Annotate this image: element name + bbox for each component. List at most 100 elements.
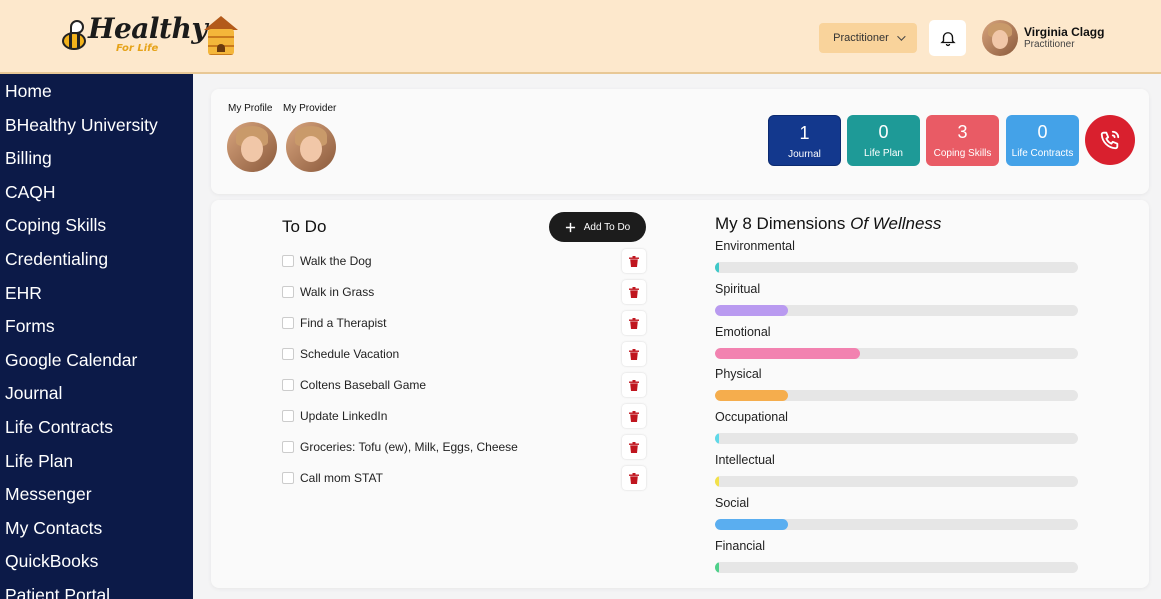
my-provider-avatar[interactable] <box>286 122 336 172</box>
todo-checkbox[interactable] <box>282 410 294 422</box>
notifications-button[interactable] <box>929 20 966 56</box>
life-contracts-count: 0 <box>1037 122 1048 142</box>
todo-checkbox[interactable] <box>282 441 294 453</box>
todo-text: Coltens Baseball Game <box>300 378 427 392</box>
bell-icon <box>939 32 956 47</box>
sidebar-item-bhealthy-university[interactable]: BHealthy University <box>5 114 158 135</box>
add-todo-label: Add To Do <box>583 221 631 233</box>
sidebar-item-my-contacts[interactable]: My Contacts <box>5 517 103 538</box>
logo-subtitle: For Life <box>116 43 159 54</box>
call-button[interactable] <box>1085 115 1135 165</box>
delete-todo-button[interactable] <box>622 280 646 304</box>
dimension-bar-environmental <box>715 262 1078 273</box>
delete-todo-button[interactable] <box>622 404 646 428</box>
profile-stats-card: My Profile My Provider 1 Journal 0 Life … <box>211 89 1149 194</box>
sidebar-item-life-contracts[interactable]: Life Contracts <box>5 416 113 437</box>
todo-item: Schedule Vacation <box>282 342 646 366</box>
sidebar-item-messenger[interactable]: Messenger <box>5 484 92 505</box>
dimension-bar-fill <box>715 433 719 445</box>
dimension-bar-physical <box>715 390 1078 402</box>
main-content-card: To Do Add To Do Walk the Dog Walk in Gra… <box>211 200 1149 588</box>
user-name: Virginia Clagg <box>1024 25 1105 39</box>
life-plan-stat-button[interactable]: 0 Life Plan <box>847 115 920 166</box>
trash-icon <box>629 379 639 391</box>
dimension-bar-social <box>715 518 1078 530</box>
dimension-bar-financial <box>715 561 1078 573</box>
dimension-label-emotional: Emotional <box>715 324 771 339</box>
trash-icon <box>629 410 639 422</box>
sidebar-item-coping-skills[interactable]: Coping Skills <box>5 215 107 236</box>
dimension-label-intellectual: Intellectual <box>715 453 775 467</box>
sidebar-item-ehr[interactable]: EHR <box>5 282 42 303</box>
delete-todo-button[interactable] <box>622 373 646 397</box>
todo-title: To Do <box>282 217 327 236</box>
dimension-label-physical: Physical <box>715 367 762 382</box>
sidebar-item-home[interactable]: Home <box>5 81 52 101</box>
dimension-bar-fill <box>715 390 788 402</box>
sidebar-item-billing[interactable]: Billing <box>5 148 52 169</box>
trash-icon <box>629 317 639 329</box>
dimensions-title: My 8 Dimensions Of Wellness <box>715 214 941 234</box>
plus-icon <box>565 222 575 232</box>
delete-todo-button[interactable] <box>622 249 646 273</box>
life-contracts-stat-label: Life Contracts <box>1011 148 1074 159</box>
sidebar-item-forms[interactable]: Forms <box>5 316 55 337</box>
todo-text: Update LinkedIn <box>300 409 388 423</box>
todo-item: Update LinkedIn <box>282 404 646 428</box>
todo-checkbox[interactable] <box>282 255 294 267</box>
my-provider-label: My Provider <box>283 103 337 114</box>
dimension-bar-fill <box>715 262 719 273</box>
dimensions-title-italic: Of Wellness <box>850 214 942 233</box>
trash-icon <box>629 286 639 298</box>
trash-icon <box>629 348 639 360</box>
sidebar-item-journal[interactable]: Journal <box>5 383 63 404</box>
my-profile-avatar[interactable] <box>227 122 277 172</box>
todo-text: Walk in Grass <box>300 285 375 299</box>
trash-icon <box>629 255 639 267</box>
dimension-label-environmental: Environmental <box>715 239 795 253</box>
sidebar-item-credentialing[interactable]: Credentialing <box>5 248 109 269</box>
trash-icon <box>629 441 639 453</box>
todo-item: Coltens Baseball Game <box>282 373 646 397</box>
dimension-bar-fill <box>715 561 719 573</box>
todo-text: Schedule Vacation <box>300 347 400 361</box>
life-plan-stat-label: Life Plan <box>864 148 903 159</box>
todo-checkbox[interactable] <box>282 379 294 391</box>
user-menu[interactable]: Virginia Clagg Practitioner <box>982 20 1104 56</box>
todo-text: Walk the Dog <box>300 254 372 268</box>
user-role: Practitioner <box>1024 39 1075 50</box>
dimension-bar-emotional <box>715 347 1078 359</box>
delete-todo-button[interactable] <box>622 342 646 366</box>
dimension-bar-fill <box>715 304 788 316</box>
my-profile-label: My Profile <box>228 103 273 114</box>
sidebar-item-quickbooks[interactable]: QuickBooks <box>5 551 99 572</box>
sidebar-item-patient-portal[interactable]: Patient Portal <box>5 584 111 599</box>
todo-checkbox[interactable] <box>282 348 294 360</box>
delete-todo-button[interactable] <box>622 466 646 490</box>
life-contracts-stat-button[interactable]: 0 Life Contracts <box>1006 115 1079 166</box>
todo-item: Walk the Dog <box>282 249 646 273</box>
delete-todo-button[interactable] <box>622 311 646 335</box>
life-plan-count: 0 <box>878 122 889 142</box>
dimension-bar-occupational <box>715 433 1078 445</box>
coping-skills-stat-button[interactable]: 3 Coping Skills <box>926 115 999 166</box>
journal-stat-label: Journal <box>788 149 821 160</box>
beehive-icon <box>204 16 238 58</box>
todo-checkbox[interactable] <box>282 472 294 484</box>
todo-checkbox[interactable] <box>282 286 294 298</box>
journal-stat-button[interactable]: 1 Journal <box>768 115 841 166</box>
app-header: Healthy For Life Practitioner Virginia C… <box>0 0 1161 74</box>
trash-icon <box>629 472 639 484</box>
sidebar-item-google-calendar[interactable]: Google Calendar <box>5 349 138 370</box>
sidebar-item-caqh[interactable]: CAQH <box>5 181 56 202</box>
dimension-label-spiritual: Spiritual <box>715 281 761 296</box>
todo-checkbox[interactable] <box>282 317 294 329</box>
delete-todo-button[interactable] <box>622 435 646 459</box>
todo-text: Find a Therapist <box>300 316 387 330</box>
dimension-bar-fill <box>715 518 788 530</box>
role-dropdown[interactable]: Practitioner <box>819 23 917 53</box>
dimension-label-social: Social <box>715 495 750 510</box>
app-logo[interactable]: Healthy For Life <box>60 14 208 62</box>
sidebar-item-life-plan[interactable]: Life Plan <box>5 450 74 471</box>
add-todo-button[interactable]: Add To Do <box>549 212 646 242</box>
